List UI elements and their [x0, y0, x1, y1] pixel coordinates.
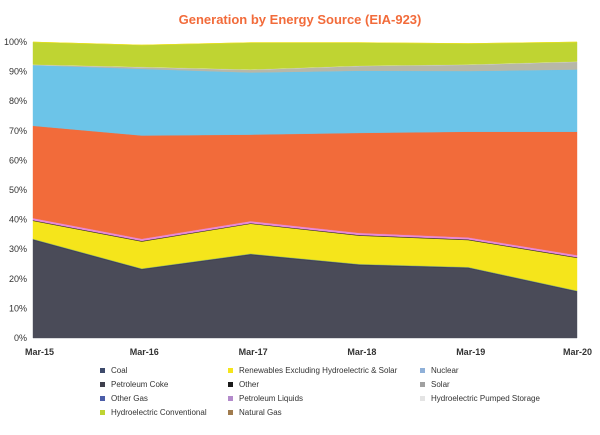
legend-item: Hydroelectric Pumped Storage — [420, 393, 580, 403]
y-tick-label: 100% — [4, 37, 27, 47]
legend-swatch — [420, 367, 425, 373]
legend-item: Solar — [420, 379, 580, 389]
legend-item: Other Gas — [100, 393, 228, 403]
legend-item: Coal — [100, 365, 228, 375]
x-tick-label: Mar-17 — [239, 347, 268, 357]
legend-item: Natural Gas — [228, 407, 420, 417]
y-tick-label: 10% — [9, 303, 27, 313]
legend-item: Renewables Excluding Hydroelectric & Sol… — [228, 365, 420, 375]
x-tick-label: Mar-18 — [347, 347, 376, 357]
y-tick-label: 30% — [9, 244, 27, 254]
legend-swatch — [100, 381, 105, 387]
legend-item: Petroleum Coke — [100, 379, 228, 389]
x-tick-label: Mar-19 — [456, 347, 485, 357]
legend-swatch — [420, 395, 425, 401]
legend-label: Petroleum Liquids — [239, 393, 304, 403]
legend-swatch — [420, 381, 425, 387]
legend-label: Petroleum Coke — [111, 379, 169, 389]
area-renewables-excluding-hydroelectric-solar-12 — [32, 41, 578, 46]
y-tick-label: 90% — [9, 67, 27, 77]
legend-label: Hydroelectric Pumped Storage — [431, 393, 540, 403]
legend-label: Solar — [431, 379, 450, 389]
legend-swatch — [228, 395, 233, 401]
legend-swatch — [100, 395, 105, 401]
area-chart: 0% 10% 20% 30% 40% 50% 60% 70% 80% 90% 100% Mar-15 M… — [4, 37, 592, 357]
y-tick-label: 50% — [9, 185, 27, 195]
legend-label: Hydroelectric Conventional — [111, 407, 207, 417]
legend-label: Coal — [111, 365, 128, 375]
legend-swatch — [228, 367, 233, 373]
legend-label: Natural Gas — [239, 407, 282, 417]
legend-item: Nuclear — [420, 365, 580, 375]
y-tick-label: 60% — [9, 155, 27, 165]
legend-item: Hydroelectric Conventional — [100, 407, 228, 417]
x-tick-label: Mar-15 — [25, 347, 54, 357]
legend-label: Renewables Excluding Hydroelectric & Sol… — [239, 365, 398, 375]
area-nuclear-8 — [32, 64, 578, 136]
legend-swatch — [228, 409, 233, 415]
y-tick-label: 70% — [9, 126, 27, 136]
chart-title: Generation by Energy Source (EIA-923) — [178, 12, 422, 27]
legend-swatch — [100, 367, 105, 373]
x-tick-label: Mar-20 — [563, 347, 592, 357]
y-tick-label: 20% — [9, 274, 27, 284]
chart-legend: Coal Renewables Excluding Hydroelectric &… — [100, 365, 580, 417]
legend-item: Other — [228, 379, 420, 389]
legend-label: Other Gas — [111, 393, 148, 403]
legend-swatch — [100, 409, 105, 415]
legend-item: Petroleum Liquids — [228, 393, 420, 403]
y-tick-label: 80% — [9, 96, 27, 106]
x-tick-label: Mar-16 — [130, 347, 159, 357]
legend-label: Other — [239, 379, 260, 389]
y-tick-label: 0% — [14, 333, 27, 343]
legend-swatch — [228, 381, 233, 387]
legend-label: Nuclear — [431, 365, 459, 375]
y-tick-label: 40% — [9, 215, 27, 225]
